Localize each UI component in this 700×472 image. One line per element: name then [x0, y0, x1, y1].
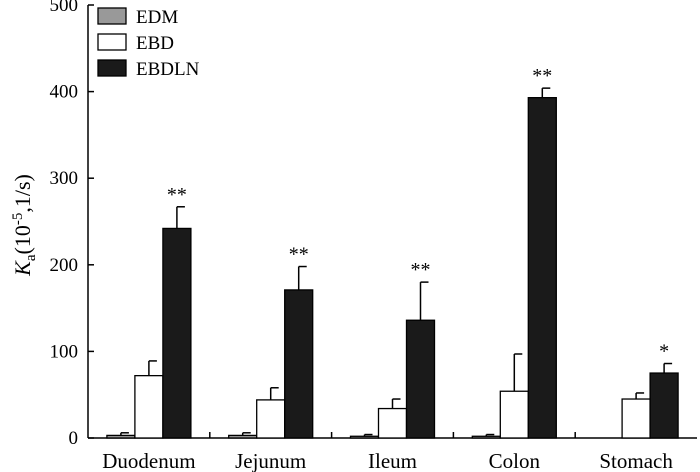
bar-ebdln — [527, 97, 557, 439]
significance-marker: ** — [289, 244, 309, 266]
y-tick-label: 100 — [50, 341, 79, 362]
y-tick-label: 400 — [50, 82, 79, 103]
legend-label-ebd: EBD — [136, 33, 174, 54]
y-axis-label-unit-close: ,1/s) — [10, 174, 35, 213]
legend-swatch-edm — [97, 7, 127, 25]
bar-ebdln — [405, 319, 436, 439]
bar-ebd — [377, 407, 408, 439]
significance-marker: ** — [167, 184, 187, 206]
bar-edm — [471, 435, 501, 439]
y-axis-label: Ka(10-5,1/s) — [10, 174, 39, 277]
bar-ebd — [621, 398, 651, 439]
y-axis-label-symbol: K — [10, 260, 35, 277]
bar-edm — [106, 434, 136, 439]
x-tick-label: Duodenum — [102, 449, 195, 472]
y-tick-label: 300 — [50, 168, 79, 189]
significance-marker: * — [659, 341, 669, 363]
legend-swatch-ebd — [97, 33, 127, 51]
bar-ebd — [499, 390, 529, 439]
legend-label-ebdln: EBDLN — [136, 59, 200, 80]
bar-ebdln — [162, 227, 192, 439]
x-tick-label: Jejunum — [235, 449, 306, 472]
bar-ebd — [134, 374, 164, 439]
y-tick-label: 200 — [50, 255, 79, 276]
significance-marker: ** — [532, 65, 552, 87]
y-tick-label: 0 — [69, 428, 79, 449]
x-tick-label: Ileum — [368, 449, 417, 472]
y-axis-label-unit-open: (10 — [10, 225, 35, 254]
x-tick-label: Colon — [489, 449, 541, 472]
bar-ebdln — [649, 372, 679, 439]
y-axis-label-exponent: -5 — [10, 213, 26, 226]
legend-swatch-ebdln — [97, 59, 127, 77]
y-axis-label-subscript: a — [23, 254, 39, 261]
axes: 0 100 200 300 400 500 Duodenum Jejunum Ileum Colo… — [50, 0, 697, 472]
significance-marker: ** — [411, 259, 431, 281]
bar-edm — [228, 434, 258, 439]
bar-edm — [349, 435, 380, 439]
bars: ********* — [106, 65, 679, 439]
legend-label-edm: EDM — [136, 7, 178, 28]
bar-ebdln — [284, 289, 314, 439]
legend: EDM EBD EBDLN — [97, 7, 200, 80]
y-tick-label: 500 — [50, 0, 79, 16]
x-tick-label: Stomach — [599, 449, 673, 472]
bar-ebd — [256, 399, 286, 439]
